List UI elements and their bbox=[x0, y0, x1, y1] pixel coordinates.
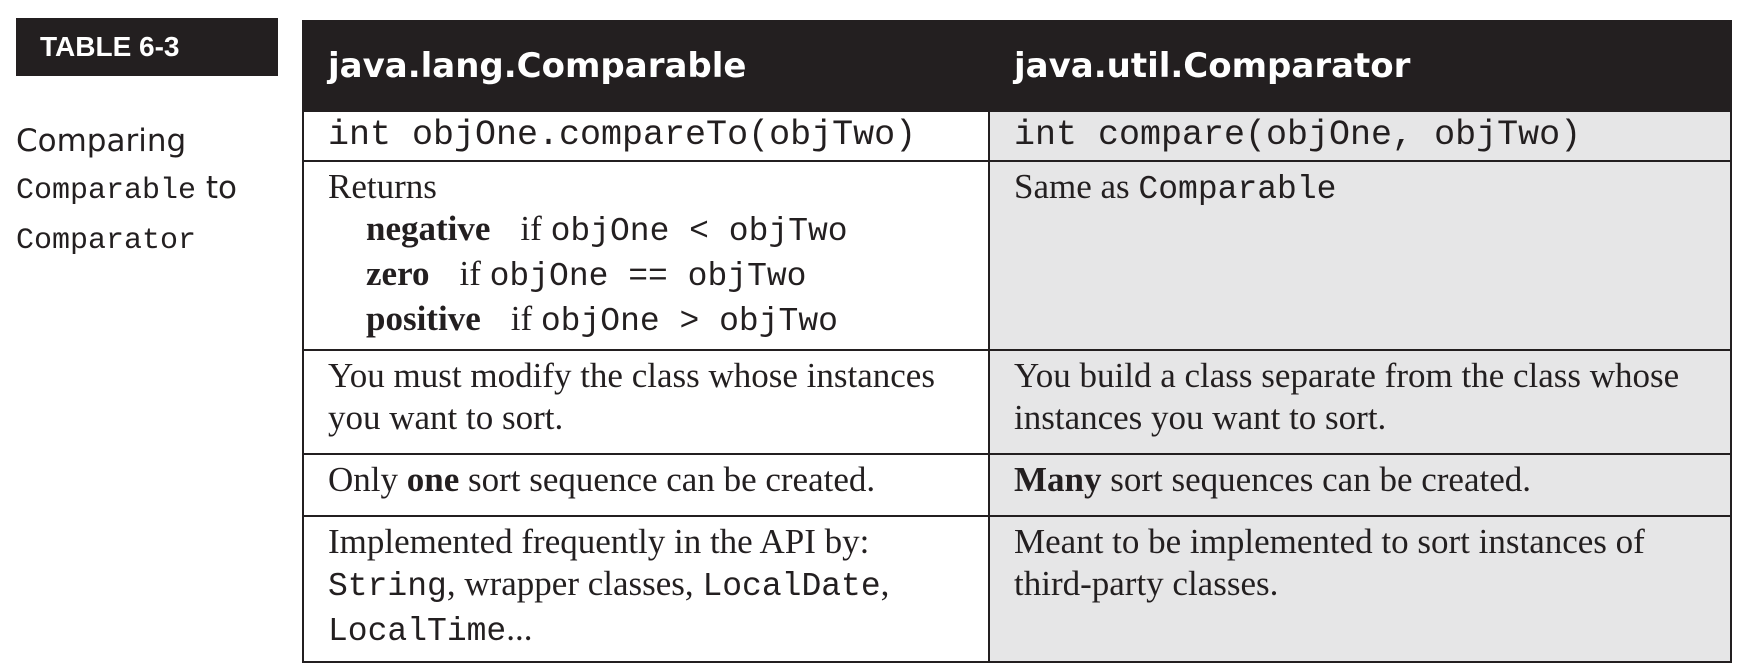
return-if: if bbox=[510, 299, 533, 338]
implemented-comparable: Implemented frequently in the API by: St… bbox=[302, 515, 990, 663]
caption-line-1: Comparing bbox=[16, 118, 278, 165]
caption-code-comparator: Comparator bbox=[16, 224, 197, 258]
bold-text: Many bbox=[1014, 460, 1102, 499]
same-as-text: Same as bbox=[1014, 167, 1130, 206]
header-row: java.lang.Comparable java.util.Comparato… bbox=[302, 20, 1732, 112]
table-row: int objOne.compareTo(objTwo) int compare… bbox=[302, 110, 1732, 162]
return-if: if bbox=[520, 209, 542, 248]
return-term: positive bbox=[366, 299, 481, 338]
sequence-comparable: Only one sort sequence can be created. bbox=[302, 453, 990, 517]
table-row: Returns negative if objOne < objTwo zero i… bbox=[302, 160, 1732, 351]
table-row: Implemented frequently in the API by: St… bbox=[302, 515, 1732, 663]
comparison-table: java.lang.Comparable java.util.Comparato… bbox=[302, 20, 1732, 663]
return-item-zero: zero if objOne == objTwo bbox=[328, 253, 964, 298]
sequence-comparator: Many sort sequences can be created. bbox=[988, 453, 1732, 517]
header-comparator: java.util.Comparator bbox=[988, 20, 1732, 112]
caption-line-3: Comparator bbox=[16, 215, 278, 265]
signature-comparator: int compare(objOne, objTwo) bbox=[988, 110, 1732, 162]
caption-code-comparable: Comparable bbox=[16, 174, 197, 208]
caption-line-2: Comparable to bbox=[16, 165, 278, 215]
caption-word-to: to bbox=[205, 170, 238, 206]
return-expr: objOne == objTwo bbox=[489, 258, 807, 295]
text: sort sequence can be created. bbox=[468, 460, 876, 499]
table-caption: Comparing Comparable to Comparator bbox=[16, 118, 278, 265]
modify-comparable: You must modify the class whose instance… bbox=[302, 349, 990, 455]
implemented-comparator: Meant to be implemented to sort instance… bbox=[988, 515, 1732, 663]
caption-word-comparing: Comparing bbox=[16, 123, 187, 159]
text: Implemented frequently in the API by: bbox=[328, 522, 870, 561]
return-item-negative: negative if objOne < objTwo bbox=[328, 208, 964, 253]
code-text: LocalDate bbox=[702, 568, 881, 605]
text: , bbox=[880, 564, 890, 603]
return-item-positive: positive if objOne > objTwo bbox=[328, 298, 964, 343]
code-text: String bbox=[328, 568, 447, 605]
code-text: LocalTime bbox=[328, 613, 507, 650]
table-row: Only one sort sequence can be created. M… bbox=[302, 453, 1732, 517]
header-comparable: java.lang.Comparable bbox=[302, 20, 990, 112]
text: sort sequences can be created. bbox=[1110, 460, 1532, 499]
table-row: You must modify the class whose instance… bbox=[302, 349, 1732, 455]
return-term: negative bbox=[366, 209, 491, 248]
text: ... bbox=[506, 609, 533, 648]
table-number-badge: TABLE 6-3 bbox=[16, 18, 278, 76]
text: , wrapper classes, bbox=[446, 564, 694, 603]
signature-comparable: int objOne.compareTo(objTwo) bbox=[302, 110, 990, 162]
text: Only bbox=[328, 460, 398, 499]
return-term: zero bbox=[366, 254, 430, 293]
table-sidebar: TABLE 6-3 Comparing Comparable to Compar… bbox=[16, 18, 278, 265]
return-expr: objOne > objTwo bbox=[540, 303, 838, 340]
returns-label: Returns bbox=[328, 167, 437, 206]
bold-text: one bbox=[406, 460, 460, 499]
modify-comparator: You build a class separate from the clas… bbox=[988, 349, 1732, 455]
same-as-code: Comparable bbox=[1138, 171, 1337, 208]
returns-cell: Returns negative if objOne < objTwo zero i… bbox=[302, 160, 990, 351]
returns-comparator-cell: Same as Comparable bbox=[988, 160, 1732, 351]
return-if: if bbox=[459, 254, 481, 293]
return-expr: objOne < objTwo bbox=[550, 213, 848, 250]
